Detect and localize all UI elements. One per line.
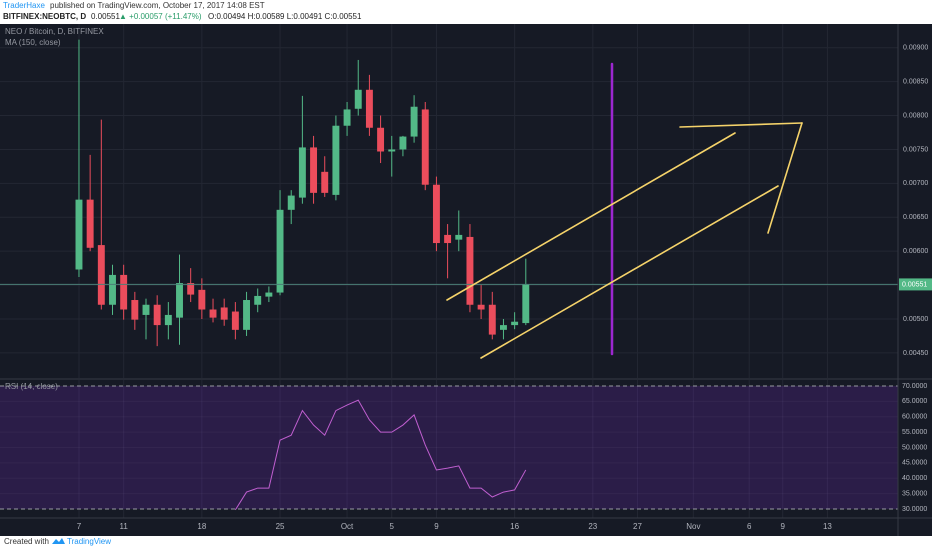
change: ▲ +0.00057 (+11.47%) xyxy=(119,12,202,21)
x-tick-label: 9 xyxy=(780,522,785,531)
x-tick-label: 5 xyxy=(390,522,395,531)
y-tick-label: 0.00500 xyxy=(903,316,928,323)
x-tick-label: Nov xyxy=(686,522,700,531)
candle-body xyxy=(399,136,407,150)
y-tick-label: 0.00800 xyxy=(903,112,928,119)
rsi-tick-label: 65.0000 xyxy=(902,398,927,405)
trend-line xyxy=(679,122,803,128)
trend-line xyxy=(767,122,803,234)
trend-line xyxy=(446,132,736,301)
candle-body xyxy=(410,106,418,137)
y-tick-label: 0.00750 xyxy=(903,146,928,153)
candle-body xyxy=(243,300,250,330)
x-tick-label: 7 xyxy=(77,522,82,531)
rsi-line xyxy=(234,399,527,511)
x-tick-label: 6 xyxy=(747,522,752,531)
candle-body xyxy=(142,304,150,315)
x-tick-label: 18 xyxy=(197,522,206,531)
x-tick-label: 9 xyxy=(434,522,439,531)
publisher[interactable]: TraderHaxe xyxy=(3,1,45,10)
candle-body xyxy=(75,199,83,270)
candle-body xyxy=(276,209,284,293)
price-tag: 0.00551 xyxy=(902,281,927,288)
rsi-tick-label: 30.0000 xyxy=(902,506,927,513)
rsi-tick-label: 35.0000 xyxy=(902,490,927,497)
symbol: BITFINEX:NEOBTC, D xyxy=(3,12,86,21)
candle-body xyxy=(109,274,116,305)
y-tick-label: 0.00600 xyxy=(903,248,928,255)
rsi-tick-label: 45.0000 xyxy=(902,460,927,467)
ohlc: O:0.00494 H:0.00589 L:0.00491 C:0.00551 xyxy=(208,12,362,21)
candle-body xyxy=(310,147,318,193)
candle-body xyxy=(522,284,530,324)
y-tick-label: 0.00900 xyxy=(903,45,928,52)
rsi-band xyxy=(0,385,898,509)
candle-body xyxy=(455,234,463,240)
candle-body xyxy=(254,295,262,305)
rsi-tick-label: 55.0000 xyxy=(902,429,927,436)
drawings xyxy=(446,62,803,359)
logo xyxy=(52,538,65,544)
candle-body xyxy=(231,311,239,330)
indicator: MA (150, close) xyxy=(5,38,61,47)
x-tick-label: 16 xyxy=(510,522,519,531)
candle-body xyxy=(511,321,519,326)
y-tick-label: 0.00700 xyxy=(903,180,928,187)
rsi-title: RSI (14, close) xyxy=(5,382,58,391)
x-tick-label: 27 xyxy=(633,522,642,531)
candle-body xyxy=(444,234,452,244)
candle-body xyxy=(298,147,306,198)
candle-body xyxy=(86,199,94,248)
y-tick-label: 0.00850 xyxy=(903,78,928,85)
candle-body xyxy=(131,300,139,320)
candle-body xyxy=(432,184,440,244)
y-tick-label: 0.00650 xyxy=(903,214,928,221)
candle-body xyxy=(187,283,195,295)
candle-body xyxy=(153,304,161,326)
x-tick-label: 11 xyxy=(120,522,129,531)
rsi-tick-label: 50.0000 xyxy=(902,444,927,451)
y-tick-label: 0.00450 xyxy=(903,350,928,357)
marks xyxy=(0,39,898,511)
candle-body xyxy=(97,245,105,305)
candle-body xyxy=(265,292,273,297)
candle-body xyxy=(466,236,474,305)
rsi-tick-label: 60.0000 xyxy=(902,414,927,421)
footer-created: Created with xyxy=(4,537,49,546)
candle-body xyxy=(164,314,172,326)
candle-body xyxy=(354,89,362,109)
candle-body xyxy=(209,309,217,318)
candle-body xyxy=(488,304,496,335)
candle-body xyxy=(176,283,183,318)
x-tick-label: 23 xyxy=(588,522,597,531)
last: 0.00551 xyxy=(91,12,120,21)
x-tick-label: 25 xyxy=(276,522,285,531)
x-tick-label: Oct xyxy=(341,522,354,531)
x-tick-label: 13 xyxy=(823,522,832,531)
candle-body xyxy=(377,127,385,152)
candle-body xyxy=(421,109,429,185)
footer-brand[interactable]: TradingView xyxy=(67,537,111,546)
candle-body xyxy=(499,325,507,330)
candle-body xyxy=(388,149,396,152)
price-tag-bg xyxy=(899,278,932,291)
candle-body xyxy=(477,304,485,310)
published: published on TradingView.com, October 17… xyxy=(50,1,265,10)
candle-body xyxy=(365,89,373,128)
chart-title: NEO / Bitcoin, D, BITFINEX xyxy=(5,27,104,36)
candle-body xyxy=(287,195,295,210)
rsi-tick-label: 40.0000 xyxy=(902,475,927,482)
candle-body xyxy=(321,171,329,193)
candle-body xyxy=(120,274,128,310)
rsi-tick-label: 70.0000 xyxy=(902,383,927,390)
trend-line xyxy=(480,185,779,359)
candle-body xyxy=(343,109,351,126)
chart-bg xyxy=(0,24,932,536)
candle-body xyxy=(332,125,340,195)
candle-body xyxy=(220,307,228,320)
candle-body xyxy=(198,289,206,310)
